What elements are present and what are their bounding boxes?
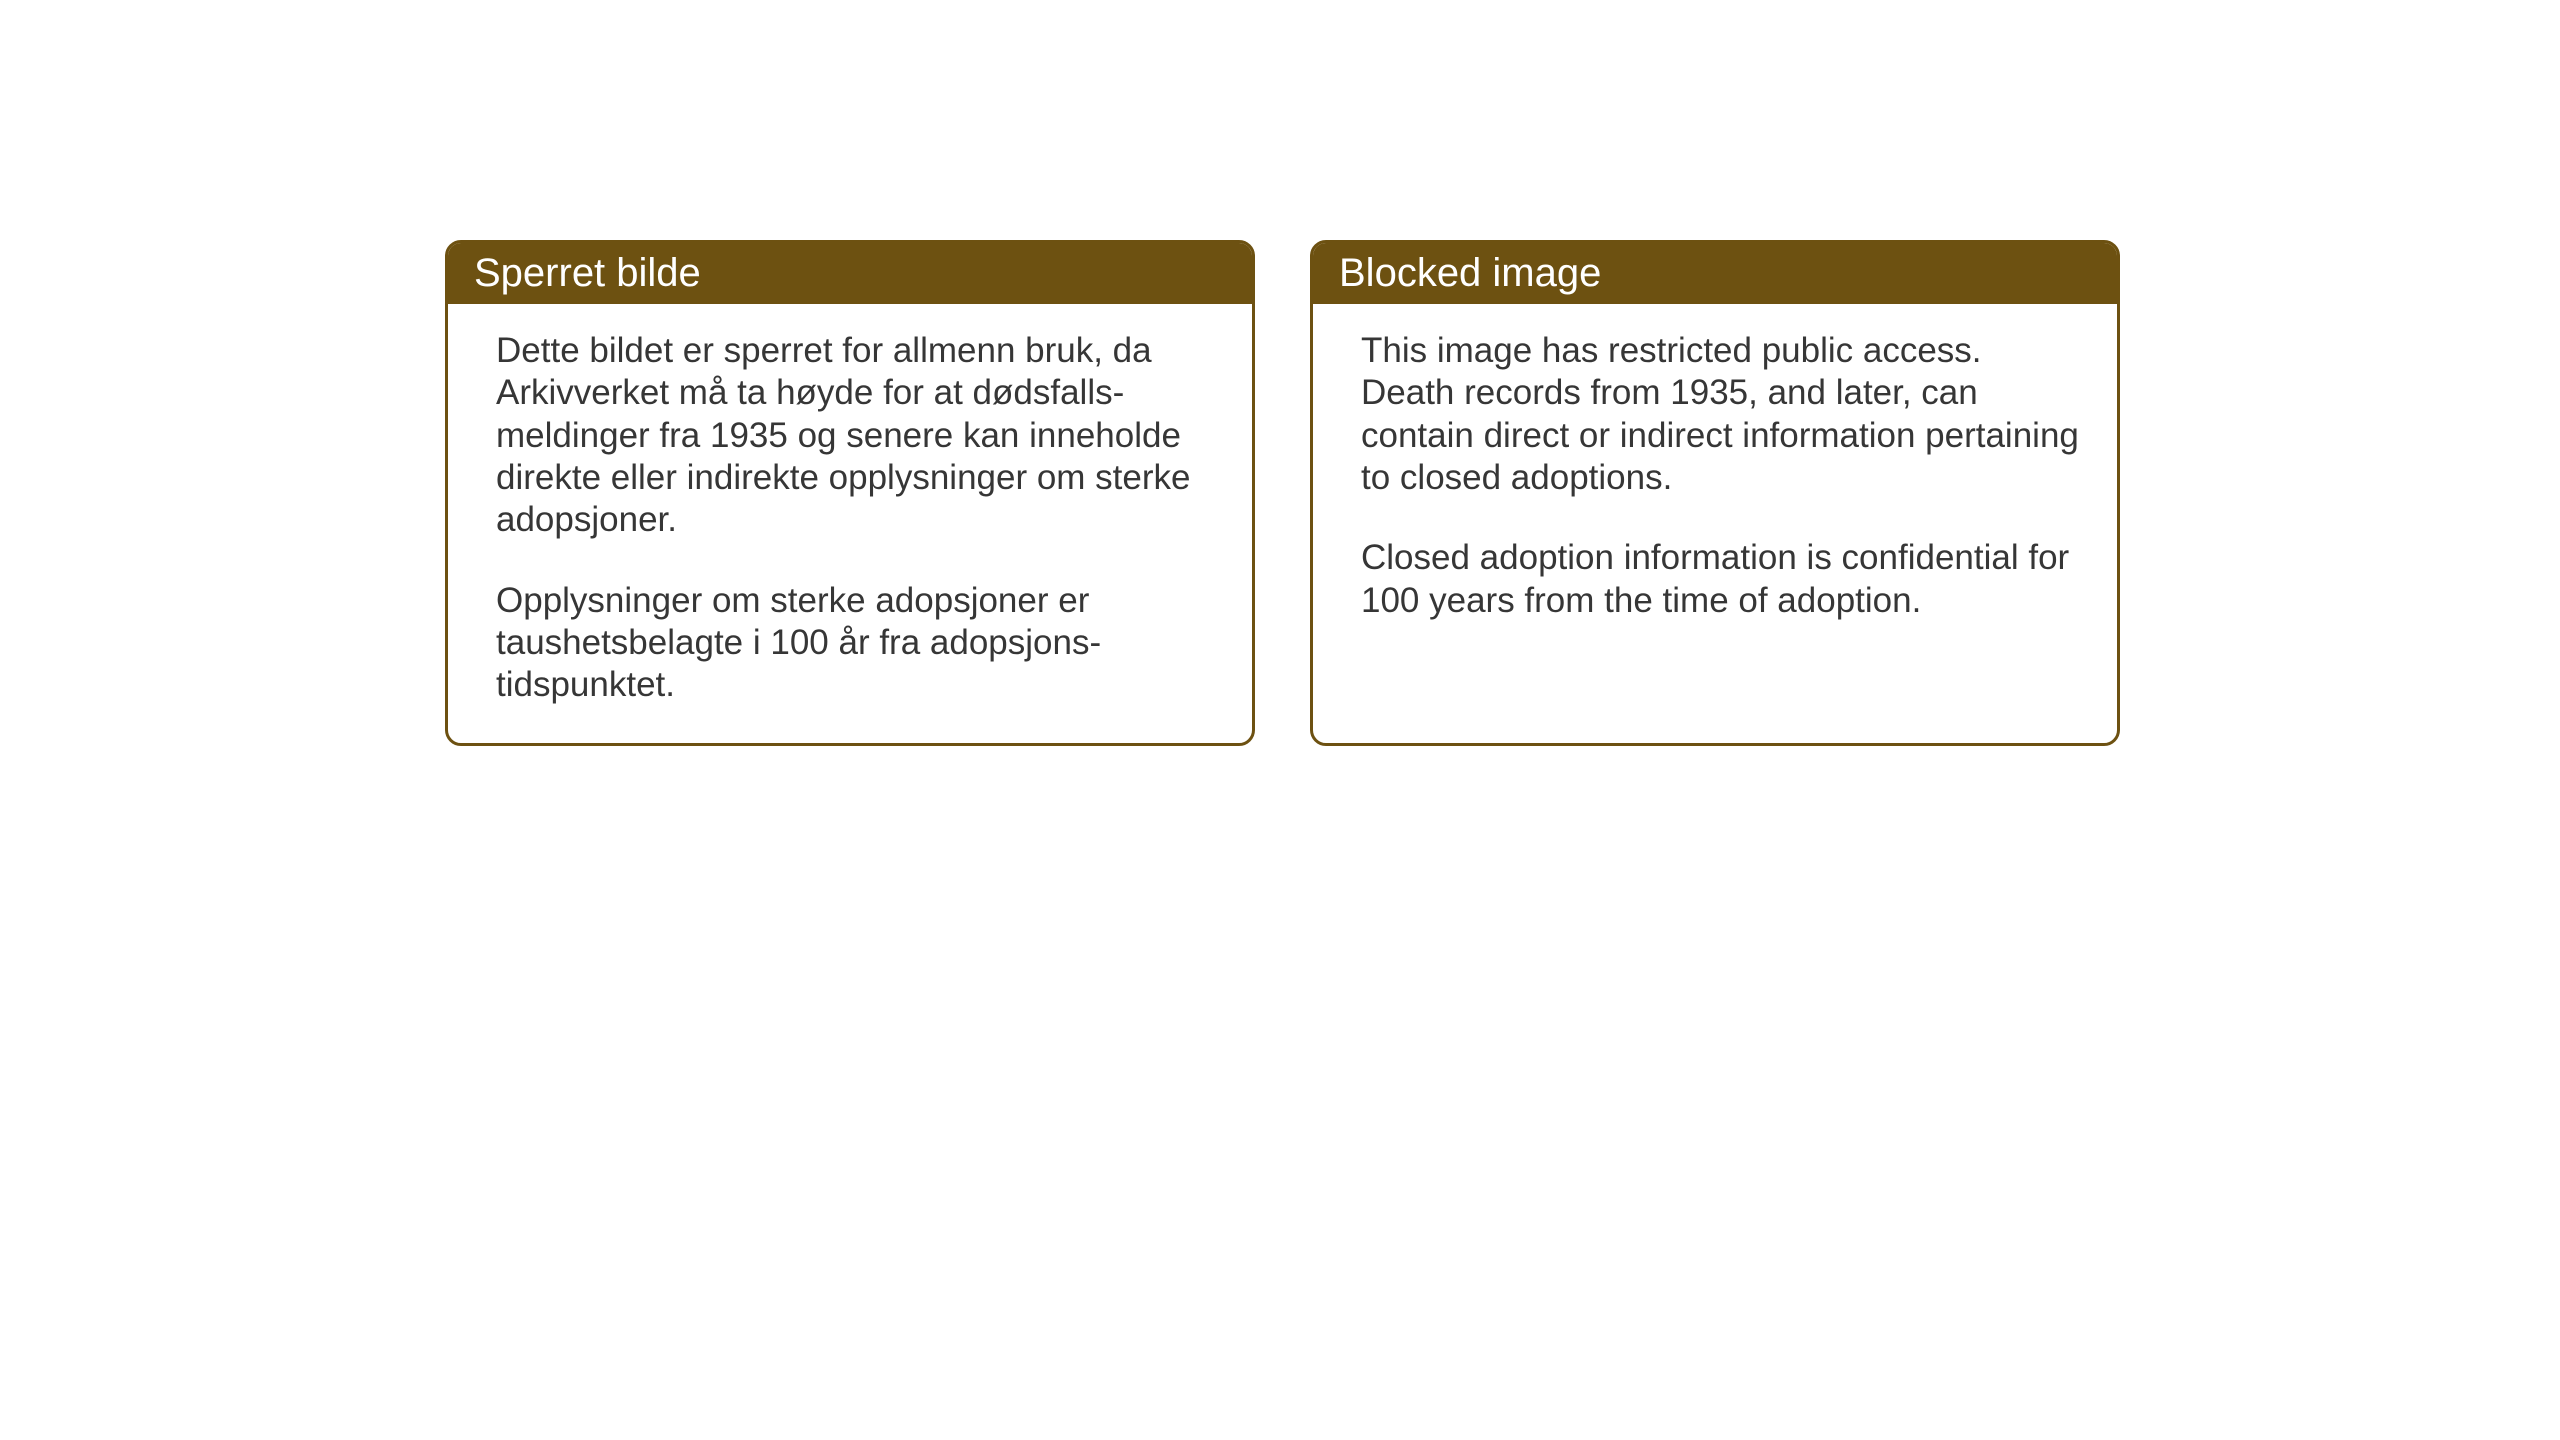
norwegian-paragraph-2: Opplysninger om sterke adopsjoner er tau… (496, 580, 1216, 707)
english-card-body: This image has restricted public access.… (1313, 304, 2117, 658)
english-notice-card: Blocked image This image has restricted … (1310, 240, 2120, 746)
norwegian-card-title: Sperret bilde (448, 243, 1252, 304)
english-card-title: Blocked image (1313, 243, 2117, 304)
norwegian-notice-card: Sperret bilde Dette bildet er sperret fo… (445, 240, 1255, 746)
norwegian-card-body: Dette bildet er sperret for allmenn bruk… (448, 304, 1252, 743)
english-paragraph-2: Closed adoption information is confident… (1361, 537, 2081, 622)
notice-container: Sperret bilde Dette bildet er sperret fo… (445, 240, 2120, 746)
norwegian-paragraph-1: Dette bildet er sperret for allmenn bruk… (496, 330, 1216, 542)
english-paragraph-1: This image has restricted public access.… (1361, 330, 2081, 499)
